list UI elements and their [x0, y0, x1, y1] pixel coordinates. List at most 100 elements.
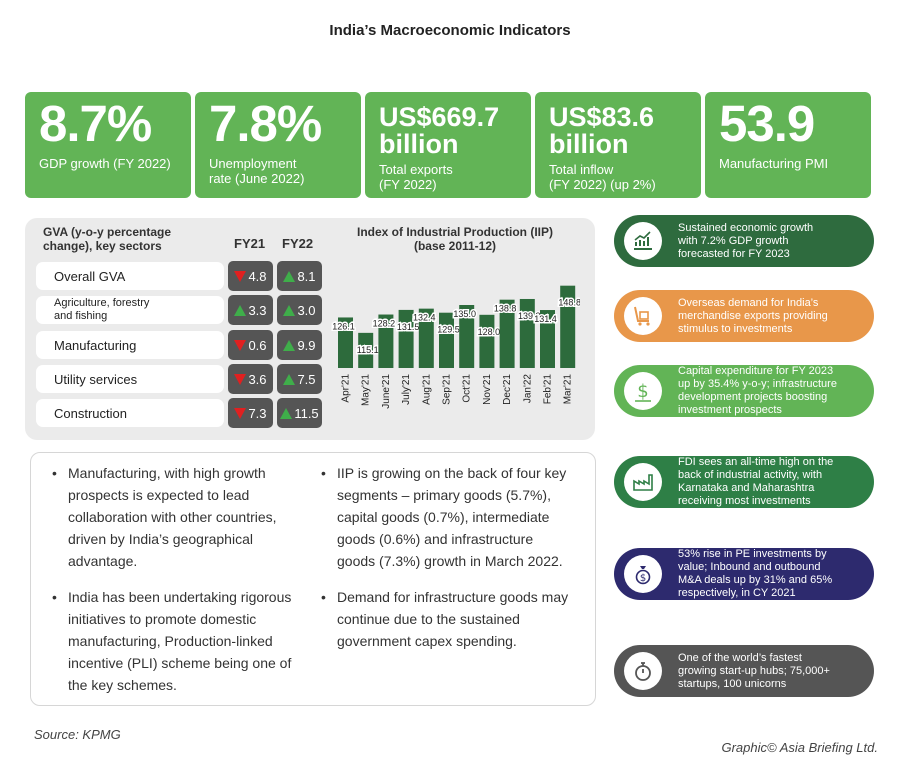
down-arrow-icon: [234, 339, 247, 351]
iip-data-label: 131.4: [534, 314, 557, 324]
highlight-capex: $ Capital expenditure for FY 2023 up by …: [614, 365, 874, 417]
highlight-fdi: FDI sees an all-time high on the back of…: [614, 456, 874, 508]
iip-data-label: 135.0: [453, 309, 476, 319]
highlight-text: FDI sees an all-time high on the back of…: [678, 456, 834, 507]
note-right-1: IIP is growing on the back of four key s…: [321, 462, 571, 572]
stat-label: Total inflow (FY 2022) (up 2%): [549, 162, 656, 192]
iip-chart-title: Index of Industrial Production (IIP) (ba…: [356, 225, 553, 253]
svg-text:$: $: [637, 381, 648, 402]
iip-x-tick-label: Oct'21: [462, 374, 473, 403]
stat-label: Unemployment rate (June 2022): [209, 156, 305, 186]
stat-value: 8.7%: [39, 95, 152, 152]
gva-row-label: Manufacturing: [36, 331, 224, 359]
up-arrow-icon: [283, 304, 296, 316]
gva-value-fy21: 4.8: [228, 261, 273, 291]
iip-x-tick-label: Feb'21: [543, 374, 554, 405]
gva-value-text: 3.0: [297, 302, 316, 318]
gva-value-fy21: 7.3: [228, 398, 273, 428]
gva-row-label: Agriculture, forestry and fishing: [36, 296, 224, 324]
iip-x-tick-label: Apr'21: [341, 374, 352, 403]
stat-card-exports: US$669.7 billion Total exports (FY 2022): [365, 92, 531, 198]
iip-x-tick-label: Jan'22: [522, 374, 533, 404]
gva-value-text: 3.6: [248, 371, 267, 387]
stat-label: Manufacturing PMI: [719, 156, 829, 171]
stat-value: US$83.6 billion: [549, 102, 655, 159]
gva-col-fy21: FY21: [234, 236, 266, 251]
page-title: India’s Macroeconomic Indicators: [329, 22, 571, 39]
gva-value-text: 7.5: [297, 371, 316, 387]
highlight-text: Sustained economic growth with 7.2% GDP …: [678, 221, 814, 260]
iip-x-tick-label: June'21: [381, 374, 392, 409]
gva-value-fy22: 9.9: [277, 330, 322, 360]
iip-x-tick-label: Aug'21: [421, 374, 432, 405]
iip-bar: [439, 312, 454, 368]
up-arrow-icon: [234, 304, 247, 316]
stopwatch-icon: [624, 652, 662, 690]
iip-data-label: 139.3: [518, 311, 541, 321]
iip-bar: [479, 314, 495, 368]
iip-data-label: 128.2: [373, 319, 396, 329]
iip-x-tick-label: Sep'21: [442, 374, 453, 405]
gva-row-label: Utility services: [36, 365, 224, 393]
note-right-2: Demand for infrastructure goods may cont…: [321, 586, 571, 652]
down-arrow-icon: [234, 373, 247, 385]
iip-bar: [540, 310, 555, 368]
gva-row-label: Overall GVA: [36, 262, 224, 290]
highlight-pe-investments: $ 53% rise in PE investments by value; I…: [614, 548, 874, 600]
gva-value-fy22: 3.0: [277, 295, 322, 325]
iip-data-label: 131.5: [397, 322, 420, 332]
iip-x-tick-label: Mar'21: [563, 374, 574, 405]
gva-value-fy22: 11.5: [277, 398, 322, 428]
gva-table-title: GVA (y-o-y percentage change), key secto…: [43, 225, 172, 253]
iip-data-label: 148.8: [558, 298, 580, 308]
iip-x-tick-label: July'21: [401, 374, 412, 405]
graphic-credit: Graphic© Asia Briefing Ltd.: [721, 740, 878, 755]
gva-value-text: 4.8: [248, 268, 267, 284]
stat-card-pmi: 53.9 Manufacturing PMI: [705, 92, 871, 198]
iip-bar: [418, 308, 434, 368]
iip-data-label: 138.8: [494, 304, 517, 314]
gva-value-text: 11.5: [294, 405, 319, 421]
stat-label: Total exports (FY 2022): [379, 162, 453, 192]
gva-value-fy22: 7.5: [277, 364, 322, 394]
highlight-text: Overseas demand for India’s merchandise …: [678, 296, 828, 335]
money-bag-icon: $: [624, 555, 662, 593]
iip-bar: [398, 309, 414, 368]
highlight-text: 53% rise in PE investments by value; Inb…: [678, 548, 833, 599]
gva-value-text: 8.1: [297, 268, 316, 284]
up-arrow-icon: [283, 270, 296, 282]
iip-data-label: 126.1: [332, 321, 355, 331]
stat-card-inflow: US$83.6 billion Total inflow (FY 2022) (…: [535, 92, 701, 198]
growth-chart-icon: [624, 222, 662, 260]
iip-bar: [560, 285, 576, 368]
note-left-2: India has been undertaking rigorous init…: [52, 586, 302, 696]
gva-row-label: Construction: [36, 399, 224, 427]
iip-x-tick-label: Dec'21: [502, 374, 513, 405]
iip-bar: [519, 298, 535, 368]
factory-icon: [624, 463, 662, 501]
iip-bar: [499, 299, 515, 368]
up-arrow-icon: [280, 407, 293, 419]
iip-bar: [459, 305, 475, 368]
dollar-icon: $: [624, 372, 662, 410]
cargo-trolley-icon: [624, 297, 662, 335]
stat-card-unemployment: 7.8% Unemployment rate (June 2022): [195, 92, 361, 198]
gva-value-text: 7.3: [248, 405, 267, 421]
iip-data-label: 128.0: [478, 327, 501, 337]
highlight-text: One of the world’s fastest growing start…: [678, 651, 830, 690]
highlight-gdp-growth: Sustained economic growth with 7.2% GDP …: [614, 215, 874, 267]
iip-bar: [358, 332, 374, 368]
iip-bar-chart: 126.1 Apr'21 115.1 May'21 128.2 June'21 131.5 J…: [331, 285, 580, 409]
gva-value-fy21: 3.6: [228, 364, 273, 394]
highlight-text: Capital expenditure for FY 2023 up by 35…: [678, 365, 837, 416]
stat-label: GDP growth (FY 2022): [39, 156, 171, 171]
iip-bar: [338, 317, 353, 368]
iip-x-tick-label: Nov'21: [482, 374, 493, 405]
iip-data-label: 129.5: [437, 325, 460, 335]
source-note: Source: KPMG: [34, 727, 121, 742]
gva-value-fy21: 3.3: [228, 295, 273, 325]
highlight-startups: One of the world’s fastest growing start…: [614, 645, 874, 697]
stat-value: 7.8%: [209, 95, 322, 152]
gva-col-fy22: FY22: [282, 236, 314, 251]
gva-value-fy21: 0.6: [228, 330, 273, 360]
